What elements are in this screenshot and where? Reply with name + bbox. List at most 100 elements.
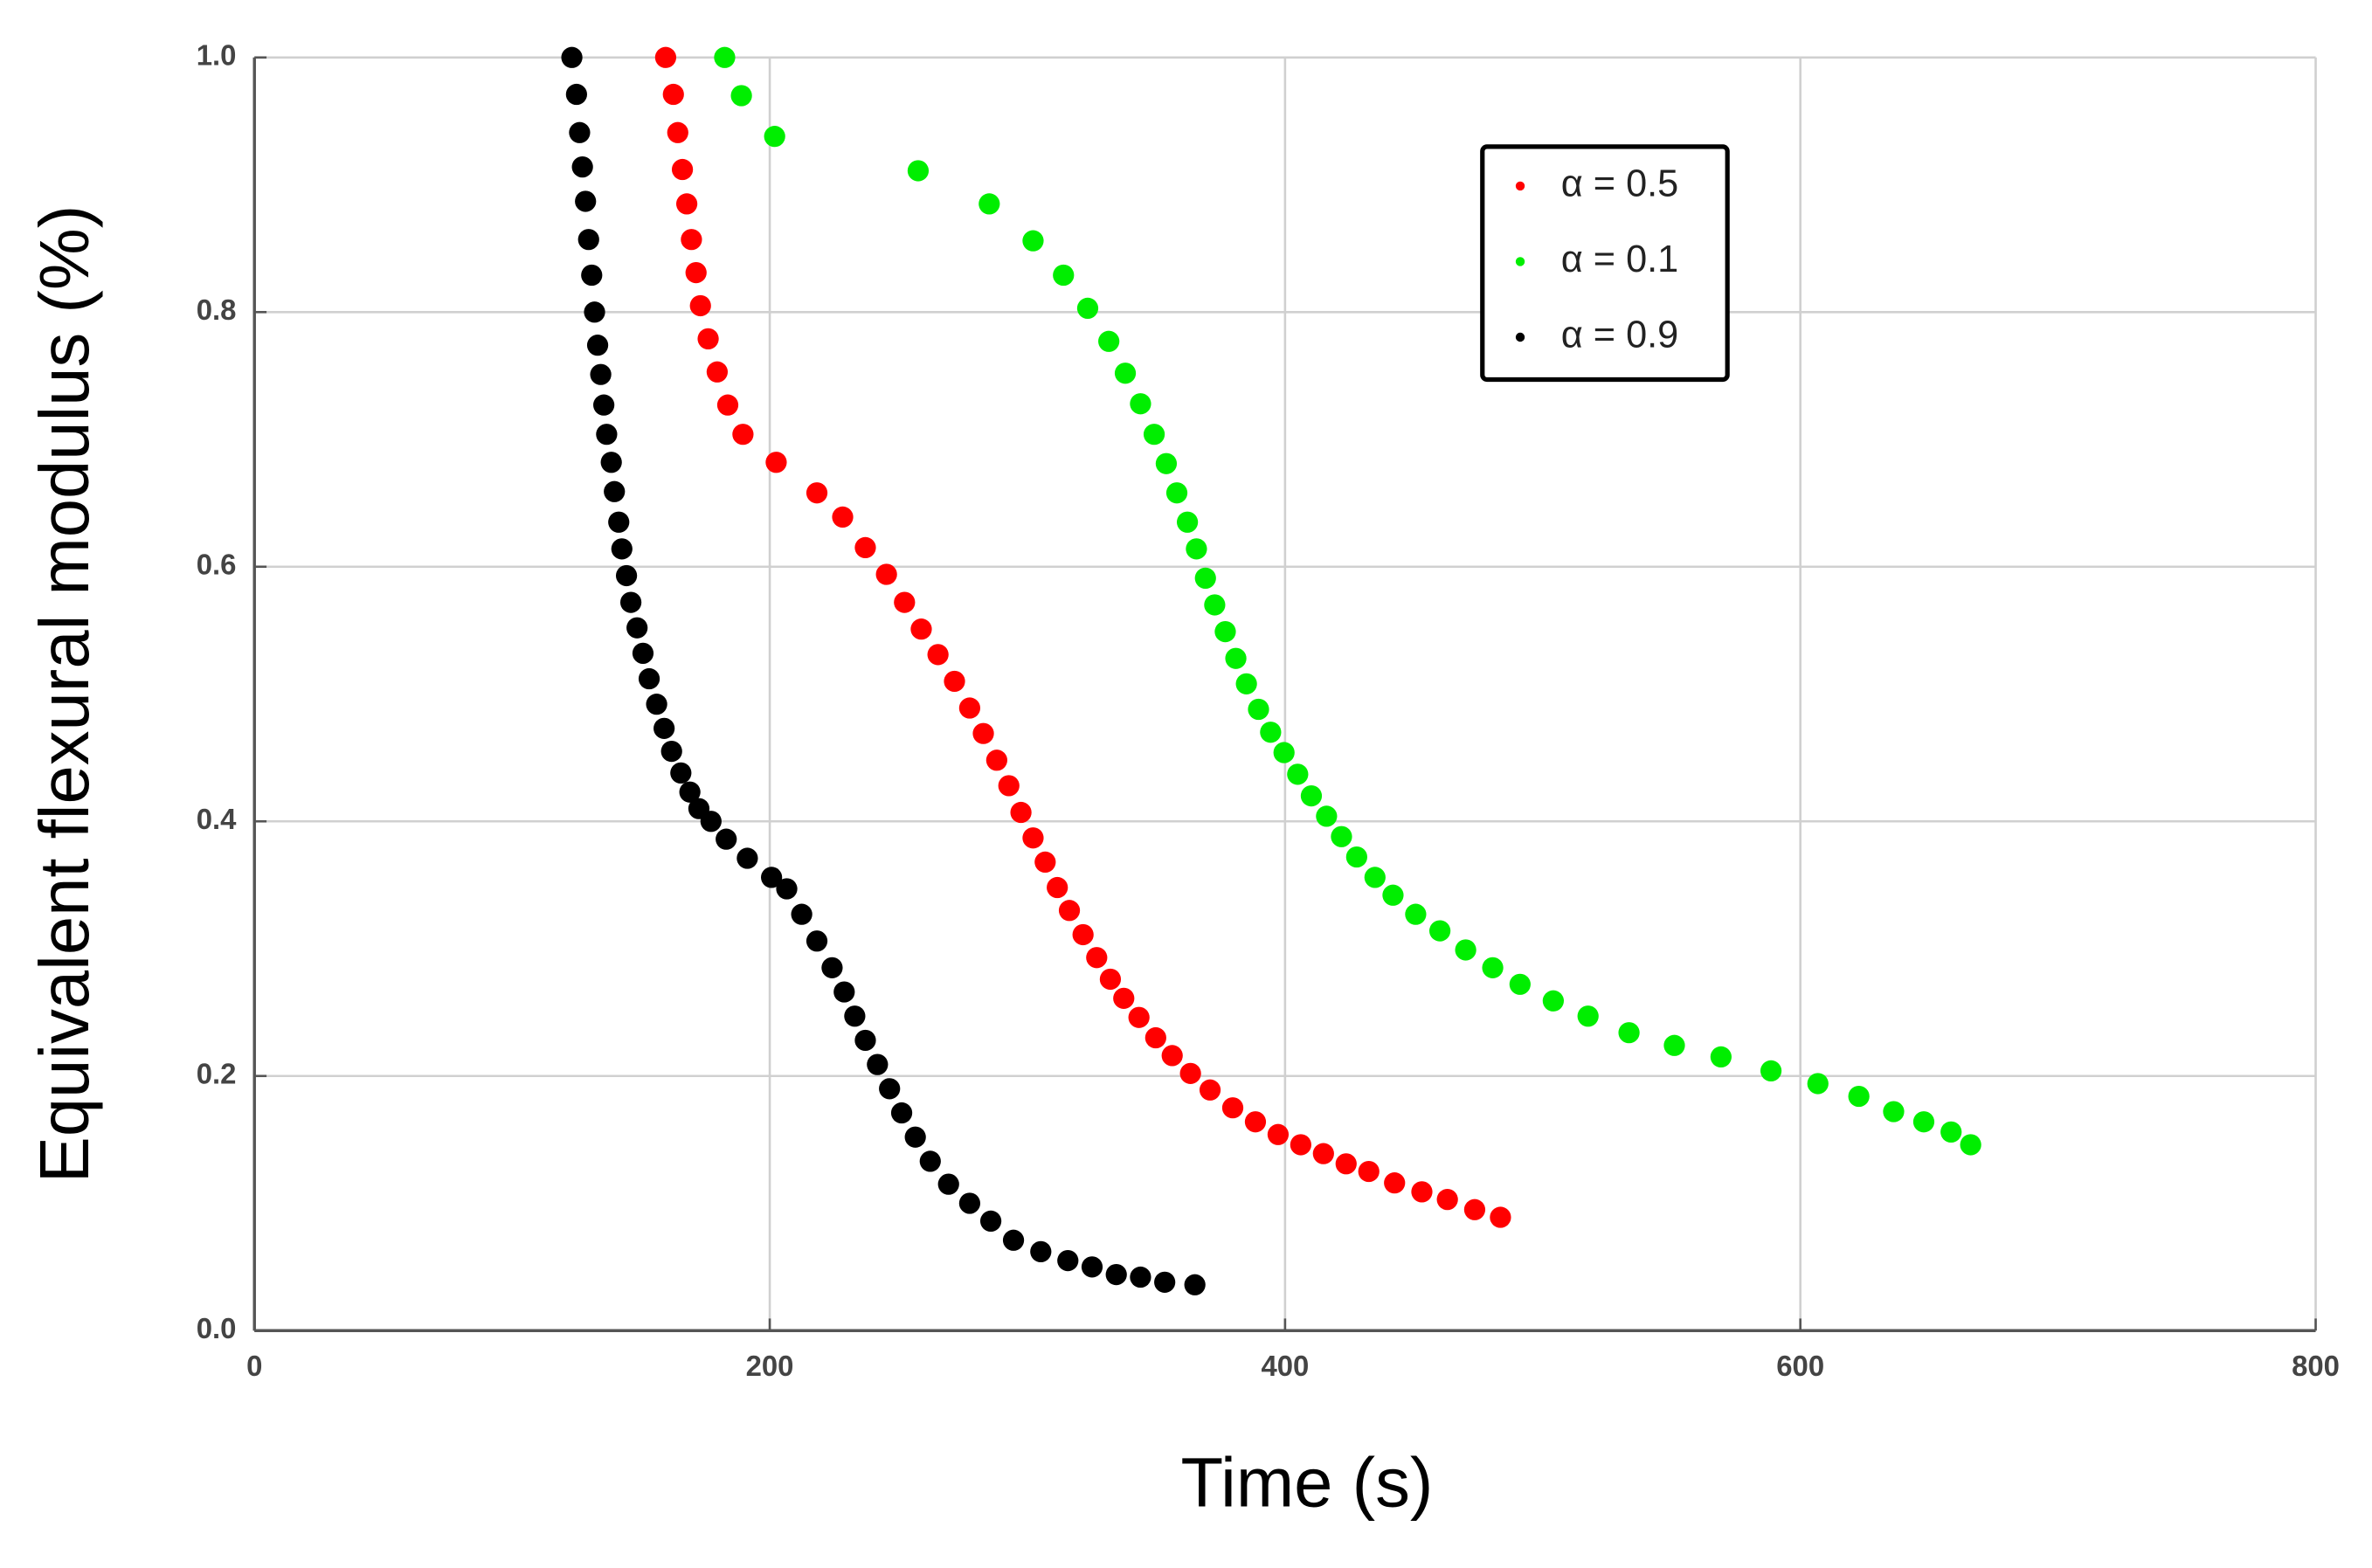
point — [685, 261, 707, 284]
point — [1194, 567, 1216, 589]
point — [565, 83, 587, 106]
point — [667, 121, 688, 143]
point — [1300, 784, 1323, 807]
point — [1429, 920, 1451, 942]
series — [714, 46, 1981, 1156]
point — [1312, 1143, 1334, 1164]
y-tick-label: 0.2 — [197, 1057, 237, 1089]
point — [844, 1005, 866, 1027]
point — [944, 670, 965, 693]
point — [581, 264, 603, 287]
point — [706, 361, 729, 383]
point — [1331, 825, 1352, 847]
legend-box — [1480, 144, 1730, 383]
y-tick-label: 1.0 — [197, 38, 237, 71]
point — [1358, 1160, 1380, 1183]
series — [654, 46, 1511, 1228]
point — [1114, 363, 1137, 384]
point — [1382, 884, 1404, 906]
point — [681, 229, 702, 251]
point — [1248, 698, 1269, 721]
point — [1186, 538, 1207, 560]
point — [638, 667, 660, 690]
point — [671, 158, 694, 181]
point — [854, 1029, 876, 1052]
x-tick-label: 400 — [1261, 1350, 1309, 1382]
point — [1883, 1101, 1905, 1122]
point — [1161, 1045, 1183, 1067]
point — [1287, 763, 1309, 785]
legend-marker — [1515, 332, 1525, 342]
point — [979, 1210, 1002, 1233]
point — [1260, 722, 1282, 743]
point — [615, 564, 638, 587]
point — [1184, 1274, 1206, 1295]
y-axis-title: Equivalent flexural modulus (%) — [25, 205, 103, 1183]
point — [1214, 620, 1236, 643]
y-tick-label: 0.0 — [197, 1312, 237, 1344]
point — [654, 717, 675, 739]
point — [596, 424, 618, 446]
point — [575, 190, 597, 212]
point — [1098, 330, 1120, 352]
point — [927, 644, 949, 666]
legend-label: α = 0.1 — [1561, 238, 1678, 280]
point — [1405, 903, 1427, 925]
point — [958, 1192, 981, 1214]
point — [985, 749, 1007, 771]
point — [697, 328, 719, 349]
point — [1663, 1034, 1685, 1056]
point — [1436, 1189, 1458, 1211]
point — [1199, 1079, 1221, 1101]
point — [879, 1078, 901, 1100]
point — [910, 618, 932, 640]
point — [577, 229, 599, 251]
point — [654, 46, 677, 68]
point — [608, 511, 630, 533]
point — [600, 452, 622, 473]
point — [979, 193, 1000, 215]
point — [1384, 1172, 1406, 1194]
point — [1155, 452, 1178, 474]
point — [806, 930, 828, 952]
legend: α = 0.5 α = 0.1 α = 0.9 — [1480, 144, 1730, 383]
point — [1509, 973, 1531, 995]
point — [586, 335, 609, 356]
point — [1364, 867, 1386, 888]
point — [867, 1053, 889, 1075]
point — [1143, 424, 1165, 446]
point — [1848, 1085, 1870, 1108]
point — [1010, 801, 1032, 824]
point — [679, 781, 701, 803]
x-tick-label: 600 — [1776, 1350, 1824, 1382]
point — [1113, 987, 1135, 1009]
point — [1030, 1240, 1052, 1262]
point — [1316, 805, 1338, 827]
point — [1165, 482, 1188, 504]
point — [1290, 1134, 1311, 1156]
point — [1130, 1266, 1151, 1288]
point — [1053, 264, 1075, 287]
point — [1105, 1263, 1127, 1286]
y-tick-label: 0.6 — [197, 548, 237, 580]
point — [604, 480, 626, 502]
point — [675, 193, 698, 215]
point — [1482, 957, 1504, 978]
point — [1345, 846, 1367, 868]
point — [1490, 1206, 1511, 1228]
point — [670, 762, 692, 784]
point — [1057, 1249, 1079, 1272]
point — [1335, 1153, 1357, 1175]
point — [875, 563, 897, 585]
point — [806, 482, 828, 504]
point — [660, 740, 682, 763]
y-tick-label: 0.4 — [197, 803, 237, 835]
x-axis-title: Time (s) — [1181, 1443, 1434, 1521]
point — [972, 722, 994, 744]
x-tick-label: 800 — [2292, 1350, 2340, 1382]
point — [821, 957, 843, 978]
point — [662, 83, 684, 106]
point — [832, 506, 854, 528]
legend-label: α = 0.9 — [1561, 314, 1678, 356]
